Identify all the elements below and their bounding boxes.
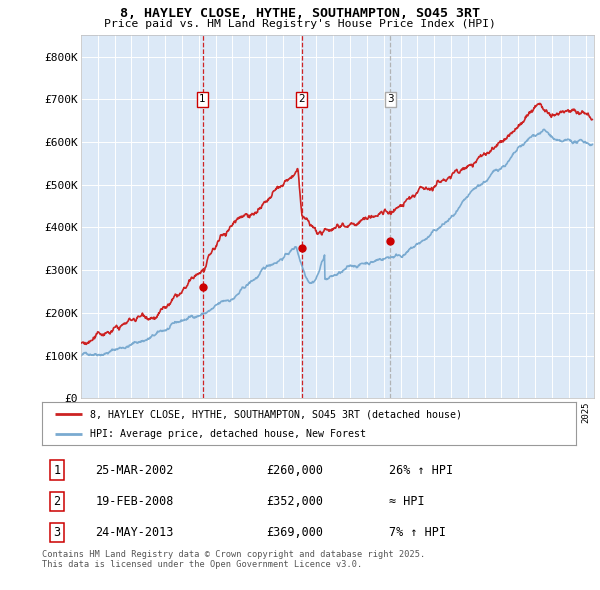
Text: 8, HAYLEY CLOSE, HYTHE, SOUTHAMPTON, SO45 3RT (detached house): 8, HAYLEY CLOSE, HYTHE, SOUTHAMPTON, SO4…: [90, 409, 462, 419]
Text: 3: 3: [53, 526, 61, 539]
Text: 25-MAR-2002: 25-MAR-2002: [95, 464, 174, 477]
Text: 1: 1: [199, 94, 206, 104]
Text: £260,000: £260,000: [266, 464, 323, 477]
Text: Contains HM Land Registry data © Crown copyright and database right 2025.
This d: Contains HM Land Registry data © Crown c…: [42, 550, 425, 569]
Text: £369,000: £369,000: [266, 526, 323, 539]
Text: 8, HAYLEY CLOSE, HYTHE, SOUTHAMPTON, SO45 3RT: 8, HAYLEY CLOSE, HYTHE, SOUTHAMPTON, SO4…: [120, 7, 480, 20]
Text: HPI: Average price, detached house, New Forest: HPI: Average price, detached house, New …: [90, 429, 366, 439]
Text: £352,000: £352,000: [266, 495, 323, 508]
Text: 24-MAY-2013: 24-MAY-2013: [95, 526, 174, 539]
Text: 7% ↑ HPI: 7% ↑ HPI: [389, 526, 446, 539]
Text: 1: 1: [53, 464, 61, 477]
Text: Price paid vs. HM Land Registry's House Price Index (HPI): Price paid vs. HM Land Registry's House …: [104, 19, 496, 29]
Text: 2: 2: [53, 495, 61, 508]
Text: 26% ↑ HPI: 26% ↑ HPI: [389, 464, 453, 477]
Text: 3: 3: [387, 94, 394, 104]
Text: 2: 2: [299, 94, 305, 104]
Text: ≈ HPI: ≈ HPI: [389, 495, 425, 508]
Text: 19-FEB-2008: 19-FEB-2008: [95, 495, 174, 508]
